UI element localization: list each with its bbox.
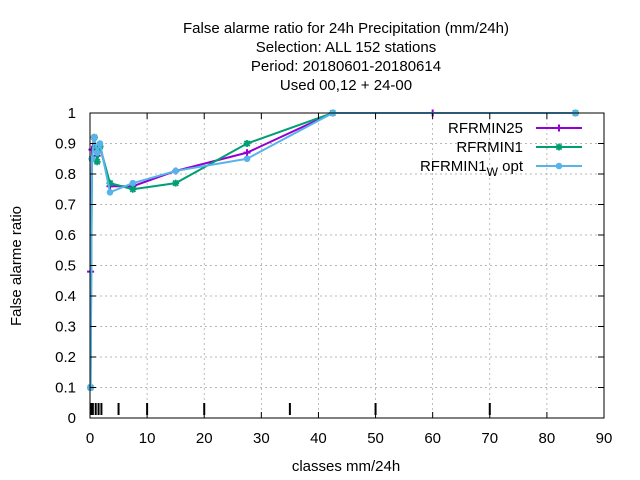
data-point — [172, 167, 179, 175]
x-tick-label: 30 — [253, 430, 270, 447]
title-line-2: Selection: ALL 152 stations — [256, 39, 436, 56]
title-line-1: False alarme ratio for 24h Precipitation… — [183, 20, 509, 37]
y-tick-label: 0.8 — [55, 166, 76, 183]
y-tick-label: 0.5 — [55, 258, 76, 275]
x-tick-label: 20 — [196, 430, 213, 447]
y-axis-ticks: 0 0.1 0.2 0.3 0.4 0.5 0.6 0.7 0.8 0.9 1 — [55, 105, 604, 427]
data-point — [93, 149, 101, 156]
x-tick-label: 0 — [86, 430, 94, 447]
data-point — [96, 140, 104, 147]
y-tick-label: 0 — [68, 410, 76, 427]
x-axis-label: classes mm/24h — [292, 458, 400, 475]
grid — [90, 113, 604, 418]
data-point — [106, 179, 114, 187]
legend-entry-3: RFRMIN1W opt — [420, 158, 582, 179]
data-point — [243, 149, 251, 157]
y-tick-label: 0.1 — [55, 380, 76, 397]
data-point — [172, 179, 180, 187]
data-point — [243, 155, 251, 163]
x-axis-ticks: 0 10 20 30 40 50 60 70 80 90 — [86, 113, 613, 447]
y-tick-label: 0.2 — [55, 349, 76, 366]
legend: RFRMIN25 RFRMIN1 RFRMIN1W opt — [420, 120, 582, 179]
title-line-4: Used 00,12 + 24-00 — [280, 77, 412, 94]
y-tick-label: 1 — [68, 105, 76, 122]
data-point — [243, 140, 251, 147]
data-point — [90, 134, 98, 141]
chart-title: False alarme ratio for 24h Precipitation… — [183, 20, 509, 94]
y-axis-label: False alarme ratio — [8, 206, 25, 326]
x-tick-label: 10 — [139, 430, 156, 447]
legend-swatch-marker — [555, 143, 563, 151]
data-point — [106, 189, 114, 196]
data-point — [93, 158, 101, 166]
x-tick-label: 60 — [424, 430, 441, 447]
y-tick-label: 0.3 — [55, 319, 76, 336]
y-tick-label: 0.4 — [55, 288, 76, 305]
legend-swatch-marker — [555, 124, 563, 132]
y-tick-label: 0.6 — [55, 227, 76, 244]
y-tick-label: 0.7 — [55, 197, 76, 214]
x-tick-label: 40 — [310, 430, 327, 447]
data-point — [129, 185, 137, 193]
legend-entry-1: RFRMIN25 — [448, 120, 582, 137]
legend-label-subscript: W — [487, 165, 499, 179]
title-line-3: Period: 20180601-20180614 — [251, 58, 441, 75]
legend-label: RFRMIN25 — [448, 120, 523, 137]
x-tick-label: 70 — [481, 430, 498, 447]
x-tick-label: 50 — [367, 430, 384, 447]
x-tick-label: 80 — [539, 430, 556, 447]
legend-label: RFRMIN1W opt — [420, 158, 524, 179]
y-tick-label: 0.9 — [55, 136, 76, 153]
x-tick-label: 90 — [596, 430, 613, 447]
legend-label-suffix: opt — [498, 158, 524, 175]
data-point — [129, 179, 137, 187]
legend-swatch-marker — [555, 162, 563, 170]
legend-entry-2: RFRMIN1 — [456, 139, 582, 156]
legend-label: RFRMIN1 — [456, 139, 523, 156]
class-limit-ticks — [90, 403, 491, 415]
